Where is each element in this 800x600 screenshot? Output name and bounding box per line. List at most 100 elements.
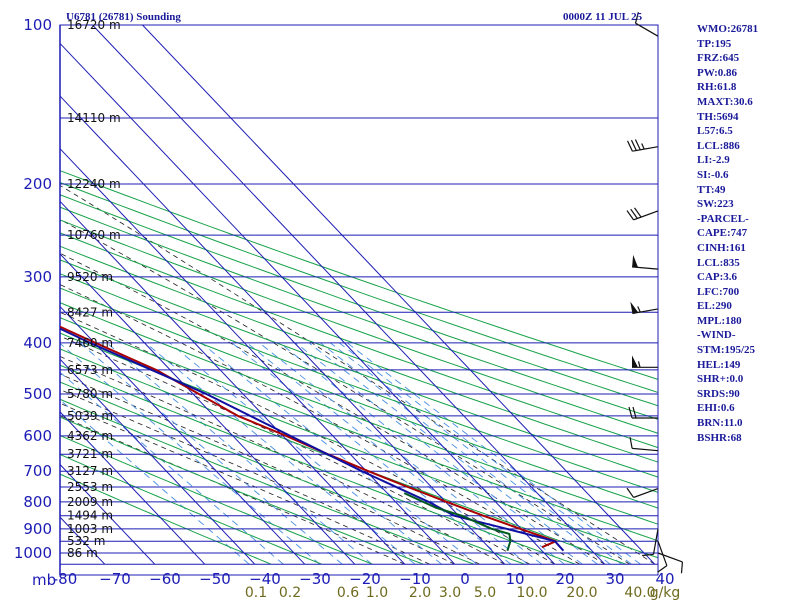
dry-adiabat (60, 416, 424, 565)
isotherm (92, 25, 606, 565)
pressure-tick-label: 700 (23, 462, 52, 480)
stat-item: BRN:11.0 (697, 417, 743, 430)
isotherm (60, 200, 406, 565)
mixing-ratio-line (308, 342, 598, 565)
moist-adiabat (60, 402, 430, 565)
temperature-tick-label: −70 (99, 570, 131, 588)
mixing-ratio-label: 10.0 (516, 585, 547, 600)
mixing-ratio-line (231, 342, 512, 565)
temperature-tick-label: −60 (149, 570, 181, 588)
stat-item: -PARCEL- (697, 212, 749, 225)
isotherm (60, 411, 206, 565)
stat-item: FRZ:645 (697, 52, 740, 65)
pressure-tick-label: 900 (23, 520, 52, 538)
temperature-tick-label: 30 (605, 570, 624, 588)
isotherm (60, 42, 556, 565)
dry-adiabat (60, 273, 658, 493)
height-label: 3721 m (67, 447, 113, 461)
pressure-tick-label: 300 (23, 268, 52, 286)
mixing-ratio-line (169, 342, 442, 565)
mixing-ratio-line (346, 342, 641, 565)
mixing-ratio-label: 20.0 (566, 585, 597, 600)
height-label: 3127 m (67, 464, 113, 478)
height-label: 4362 m (67, 429, 113, 443)
stats-panel: WMO:26781 TP:195 FRZ:645 PW:0.86 RH:61.8 MAXT… (697, 22, 797, 445)
mixing-ratio-line (338, 342, 632, 565)
isotherm (60, 463, 156, 565)
pressure-tick-label: 500 (23, 385, 52, 403)
isotherm (60, 95, 506, 565)
stat-item: SHR+:0.0 (697, 373, 744, 386)
wind-barb (629, 437, 659, 452)
temperature-tick-label: −20 (349, 570, 381, 588)
dry-adiabat (60, 348, 627, 565)
height-label: 1494 m (67, 509, 113, 523)
height-label: 5780 m (67, 387, 113, 401)
moist-adiabat (60, 415, 405, 565)
dry-adiabat (60, 232, 658, 449)
wind-barb (657, 541, 668, 573)
dry-adiabat (60, 381, 525, 565)
wind-barb (630, 301, 659, 315)
wind-barbs (626, 12, 684, 574)
wind-barb (657, 552, 684, 574)
stat-item: -WIND- (697, 329, 736, 342)
mixing-ratio-label: 3.0 (439, 585, 461, 600)
isotherm (142, 25, 656, 565)
mixing-ratio-line (60, 371, 284, 565)
mixing-ratio-label: g/kg (650, 585, 681, 600)
moist-adiabat (60, 373, 480, 565)
temperature-tick-label: 20 (555, 570, 574, 588)
dry-adiabat (60, 302, 658, 525)
height-label: 532 m (67, 534, 105, 548)
wind-barb (626, 139, 659, 152)
height-label: 7460 m (67, 336, 113, 350)
wind-barb (626, 207, 659, 221)
temperature-tick-label: −50 (199, 570, 231, 588)
stat-item: EL:290 (697, 300, 732, 313)
dry-adiabat (60, 245, 658, 463)
sounding-datetime: 0000Z 11 JUL 25 (563, 11, 643, 23)
height-label: 2553 m (67, 480, 113, 494)
pressure-tick-label: 100 (23, 16, 52, 34)
height-label: 10760 m (67, 228, 121, 242)
temperature-tick-label: -80 (53, 570, 78, 588)
stat-item: TP:195 (697, 37, 732, 50)
stat-item: LCL:835 (697, 256, 740, 269)
stat-item: LCL:886 (697, 139, 740, 152)
height-label: 16720 m (67, 18, 121, 32)
pressure-tick-label: 600 (23, 427, 52, 445)
stat-item: TT:49 (697, 183, 726, 196)
stat-item: TH:5694 (697, 110, 739, 123)
mixing-ratio-line (60, 342, 320, 565)
isotherm (0, 25, 5, 564)
stat-item: PW:0.86 (697, 66, 738, 79)
mixing-ratio-line (330, 342, 622, 565)
dry-adiabat (60, 170, 658, 380)
temperature-tick-label: −30 (299, 570, 331, 588)
pressure-tick-label: 1000 (14, 544, 52, 562)
mixing-ratio-line (246, 342, 529, 565)
stat-item: SRDS:90 (697, 387, 740, 400)
isotherm (60, 253, 356, 565)
isotherms (0, 25, 656, 565)
dry-adiabat (60, 181, 658, 393)
dry-adiabat (60, 317, 658, 542)
moist-adiabat (60, 184, 655, 565)
dry-adiabat (60, 434, 373, 565)
dry-adiabat (60, 473, 272, 565)
stat-item: MPL:180 (697, 314, 742, 327)
isotherm (0, 25, 55, 564)
moist-adiabat (60, 218, 630, 565)
dry-adiabat (60, 453, 322, 565)
mixing-ratio-label: 0.2 (279, 585, 301, 600)
stat-item: RH:61.8 (697, 81, 737, 94)
dry-adiabat (60, 287, 658, 509)
stat-item: HEL:149 (697, 358, 741, 371)
dry-adiabat (60, 194, 658, 407)
pressure-tick-label: 400 (23, 334, 52, 352)
height-label: 2009 m (67, 495, 113, 509)
stat-item: L57:6.5 (697, 125, 733, 138)
mixing-ratio-label: 5.0 (474, 585, 496, 600)
